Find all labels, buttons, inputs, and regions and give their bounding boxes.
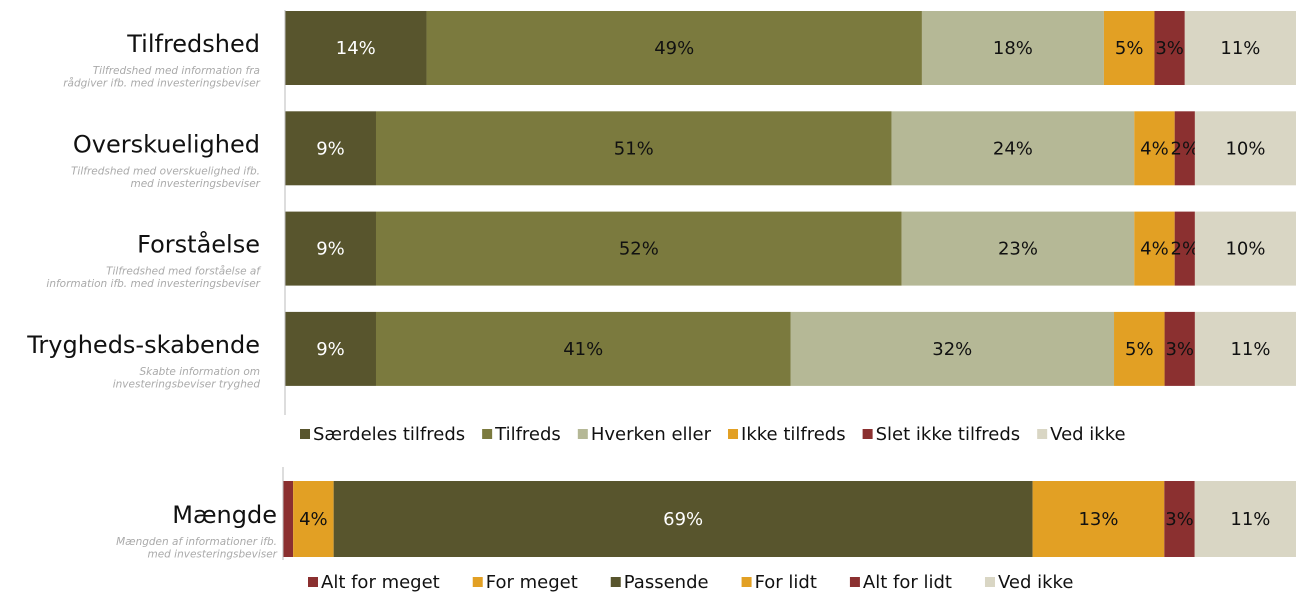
bar-segment [1194, 211, 1296, 286]
data-label: 5% [1115, 38, 1144, 59]
category-label: Trygheds-skabende [26, 331, 260, 359]
data-label: 51% [614, 138, 654, 159]
category-description: med investeringsbeviser [147, 549, 277, 561]
bar-segment [285, 311, 376, 386]
legend-swatch [300, 429, 310, 439]
bar-segment [1154, 11, 1185, 85]
bar-segment [375, 111, 892, 186]
legend-label: Ved ikke [1050, 424, 1125, 445]
bar-segment [375, 211, 902, 286]
legend-swatch [728, 429, 739, 439]
legend-label: Hverken eller [591, 424, 712, 445]
bar-segment [1194, 111, 1296, 186]
category-label: Forståelse [137, 230, 260, 259]
data-label: 3% [1165, 339, 1194, 360]
bar-segment [1174, 111, 1195, 186]
category-description: investeringsbeviser tryghed [113, 378, 261, 390]
bar-segment [1184, 11, 1296, 85]
bar-segment [1103, 11, 1155, 85]
data-label: 49% [654, 38, 694, 59]
legend-label: Alt for lidt [863, 572, 952, 593]
data-label: 4% [1140, 239, 1169, 260]
legend-label: Passende [624, 572, 709, 593]
data-label: 11% [1220, 38, 1260, 59]
data-label: 52% [619, 239, 659, 260]
data-label: 9% [316, 239, 345, 260]
legend-label: Slet ikke tilfreds [876, 424, 1021, 445]
bar-segment [1164, 311, 1195, 386]
bar-segment [1134, 211, 1175, 286]
legend-swatch [862, 429, 873, 439]
legend-label: Tilfreds [494, 424, 561, 445]
legend-swatch [984, 577, 995, 587]
data-label: 4% [1140, 138, 1169, 159]
data-label: 23% [998, 239, 1038, 260]
category-description: Mængden af informationer ifb. [116, 536, 277, 548]
legend-label: Særdeles tilfreds [313, 424, 465, 445]
data-label: 9% [316, 339, 345, 360]
data-label: 11% [1230, 339, 1270, 360]
bar-segment [921, 11, 1104, 85]
data-label: 2% [1171, 239, 1200, 260]
bar-segment [1164, 481, 1195, 557]
legend-swatch [741, 577, 752, 587]
data-label: 69% [663, 509, 703, 530]
data-label: 41% [563, 339, 603, 360]
category-label: Mængde [172, 501, 277, 529]
category-label: Tilfredshed [126, 30, 260, 58]
legend-label: Ved ikke [998, 572, 1073, 593]
bar-segment [375, 311, 791, 386]
data-label: 10% [1225, 138, 1265, 159]
bar-segment [333, 481, 1033, 557]
bar-segment [426, 11, 922, 85]
category-description: information ifb. med investeringsbeviser [46, 278, 260, 290]
data-label: 13% [1078, 509, 1118, 530]
bar-segment [1134, 111, 1175, 186]
category-description: Tilfredshed med forståelse af [106, 265, 262, 278]
data-label: 11% [1230, 509, 1270, 530]
bar-segment [285, 11, 427, 85]
bar-segment [891, 111, 1135, 186]
data-label: 4% [299, 509, 328, 530]
category-description: Tilfredshed med information fra [93, 65, 260, 77]
bar-segment [285, 211, 376, 286]
legend-label: For meget [486, 572, 578, 593]
data-label: 14% [336, 38, 376, 59]
bar-segment [1174, 211, 1195, 286]
category-description: Skabte information om [139, 366, 260, 378]
data-label: 3% [1155, 38, 1184, 59]
bar-segment [1194, 481, 1296, 557]
legend-swatch [482, 429, 493, 439]
data-label: 10% [1225, 239, 1265, 260]
data-label: 2% [1171, 138, 1200, 159]
data-label: 5% [1125, 339, 1154, 360]
bar-segment [790, 311, 1115, 386]
bar-segment [1114, 311, 1165, 386]
legend-swatch [1037, 429, 1048, 439]
legend-swatch [472, 577, 483, 587]
legend-swatch [308, 577, 318, 587]
data-label: 3% [1165, 509, 1194, 530]
bar-segment [283, 481, 294, 557]
bar-segment [1194, 311, 1296, 386]
bar-segment [293, 481, 334, 557]
data-label: 32% [932, 339, 972, 360]
legend-label: Alt for meget [321, 572, 440, 593]
legend-swatch [577, 429, 588, 439]
category-description: med investeringsbeviser [130, 178, 260, 190]
legend-swatch [610, 577, 621, 587]
bar-segment [285, 111, 376, 186]
data-label: 24% [993, 138, 1033, 159]
category-label: Overskuelighed [73, 130, 260, 158]
data-label: 9% [316, 138, 345, 159]
category-description: Tilfredshed med overskuelighed ifb. [71, 165, 260, 177]
legend-label: Ikke tilfreds [741, 424, 846, 445]
bar-segment [901, 211, 1135, 286]
bar-segment [1032, 481, 1165, 557]
legend-swatch [849, 577, 860, 587]
data-label: 18% [993, 38, 1033, 59]
category-description: rådgiver ifb. med investeringsbeviser [63, 77, 260, 90]
legend-label: For lidt [755, 572, 817, 593]
